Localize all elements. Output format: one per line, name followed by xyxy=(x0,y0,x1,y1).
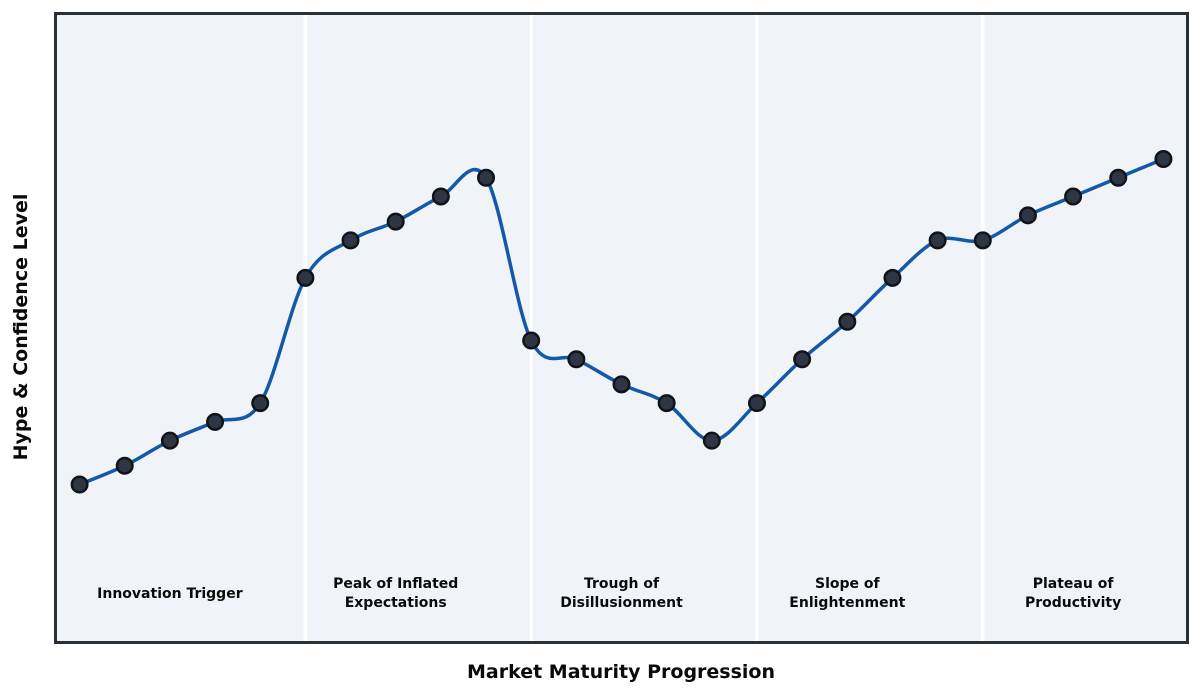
data-point-marker xyxy=(160,431,179,450)
data-point-marker xyxy=(1064,187,1083,206)
data-point-marker xyxy=(1109,168,1128,187)
data-point-marker xyxy=(115,456,134,475)
data-point-marker xyxy=(251,394,270,413)
data-point-marker xyxy=(612,375,631,394)
hype-curve-svg xyxy=(70,15,1173,641)
data-point-marker xyxy=(838,312,857,331)
data-point-marker xyxy=(70,475,89,494)
data-point-marker xyxy=(206,412,225,431)
data-point-marker xyxy=(477,168,496,187)
data-point-marker xyxy=(928,231,947,250)
data-point-marker xyxy=(657,394,676,413)
data-point-marker xyxy=(522,331,541,350)
phase-divider xyxy=(755,15,759,641)
data-point-marker xyxy=(973,231,992,250)
phase-divider xyxy=(529,15,533,641)
data-point-marker xyxy=(1154,149,1173,168)
data-point-marker xyxy=(341,231,360,250)
data-point-marker xyxy=(386,212,405,231)
data-point-marker xyxy=(702,431,721,450)
x-axis-label: Market Maturity Progression xyxy=(466,661,776,683)
data-point-marker xyxy=(567,350,586,369)
data-point-marker xyxy=(431,187,450,206)
data-point-marker xyxy=(883,268,902,287)
hype-curve-line xyxy=(77,157,1166,487)
plot-area: Innovation Trigger Peak of Inflated Expec… xyxy=(54,12,1189,644)
phase-divider xyxy=(303,15,308,641)
data-point-marker xyxy=(793,350,812,369)
data-point-marker xyxy=(747,394,766,413)
data-point-marker xyxy=(1018,206,1037,225)
phase-divider xyxy=(981,15,985,641)
data-point-marker xyxy=(296,268,315,287)
y-axis-label: Hype & Confidence Level xyxy=(10,193,32,461)
